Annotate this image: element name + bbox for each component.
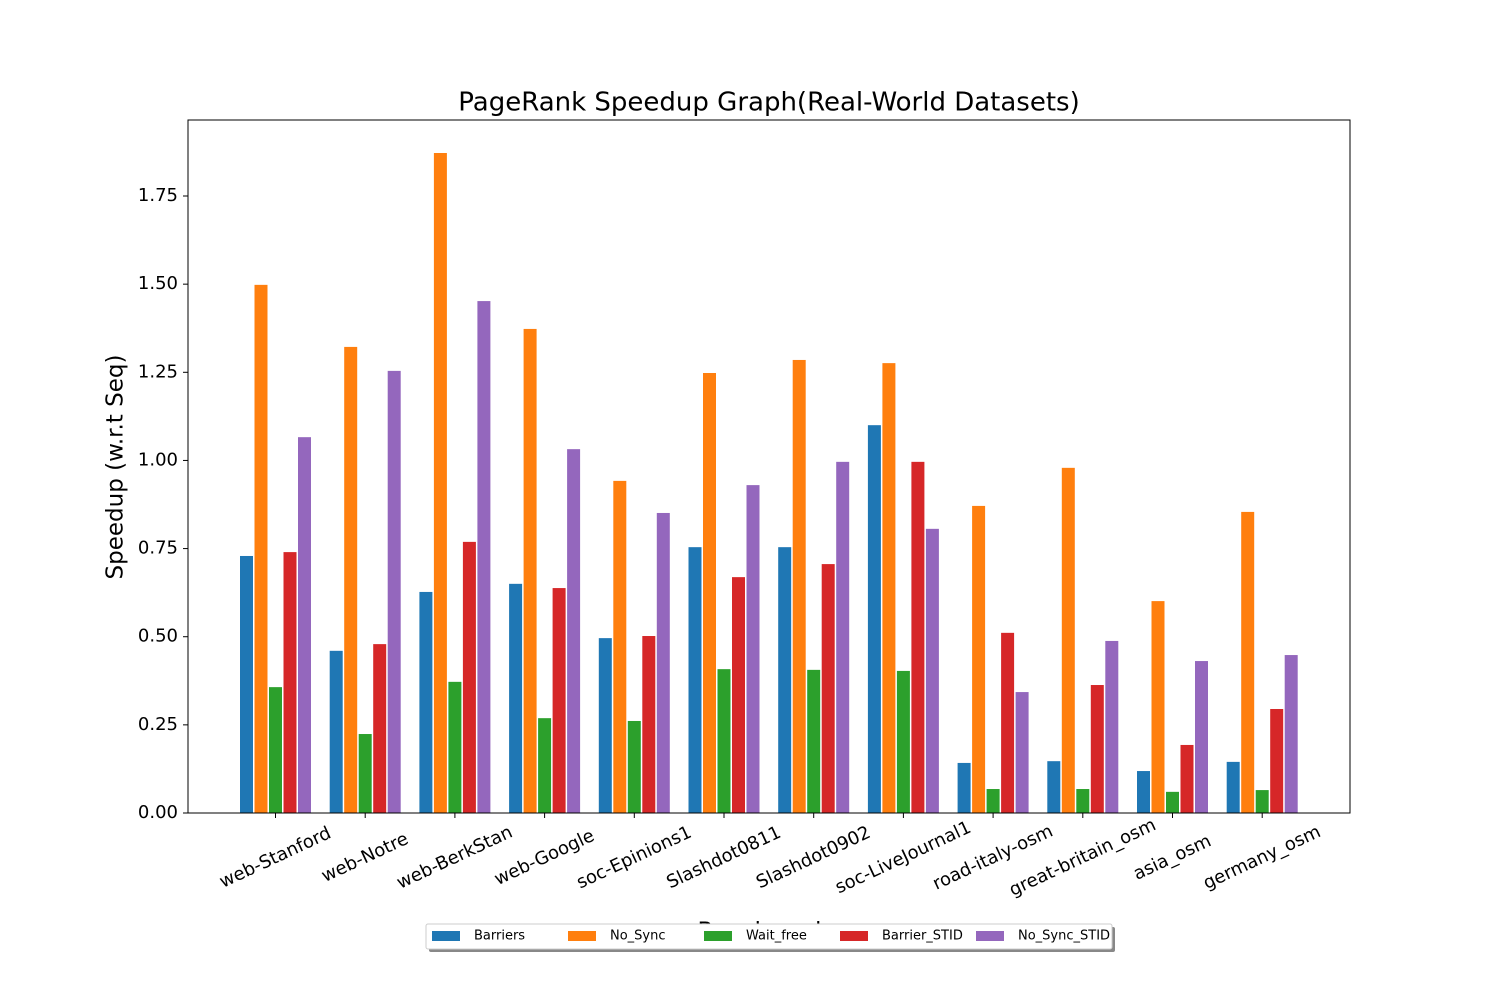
bar (1105, 640, 1119, 813)
legend: Barriers No_Sync Wait_free Barrier_STID No_S… (425, 923, 1115, 952)
y-tick-label: 1.00 (138, 449, 178, 470)
bar (807, 669, 821, 813)
y-tick-label: 0.00 (138, 802, 178, 823)
bar (1047, 761, 1061, 813)
chart-title: PageRank Speedup Graph(Real-World Datase… (458, 88, 1079, 118)
bar (792, 359, 806, 813)
bar (254, 284, 268, 813)
bar (419, 591, 433, 813)
bar (746, 485, 760, 813)
legend-swatch (704, 931, 732, 941)
bar (957, 762, 971, 813)
bar (656, 512, 670, 813)
bar (1195, 661, 1208, 813)
bar (283, 552, 297, 813)
bar (358, 734, 372, 813)
bar (1151, 601, 1165, 813)
bar (1090, 685, 1104, 813)
bar (896, 670, 910, 813)
bar (523, 328, 537, 813)
bar (688, 547, 702, 813)
y-tick-label: 1.50 (138, 273, 178, 294)
bar (373, 644, 387, 813)
bar (925, 528, 939, 813)
bar (1001, 632, 1015, 813)
bar (836, 461, 850, 813)
legend-label: Barriers (474, 929, 525, 944)
bar (986, 789, 1000, 813)
bar (509, 583, 523, 813)
legend-label: No_Sync_STID (1018, 929, 1110, 944)
bar (433, 153, 447, 813)
y-tick-label: 0.50 (138, 626, 178, 647)
bar (778, 547, 792, 813)
bar (972, 505, 986, 813)
bar (703, 373, 716, 813)
bar (1015, 692, 1029, 813)
y-tick-label: 0.75 (138, 538, 178, 559)
bar (298, 437, 311, 813)
legend-label: Wait_free (746, 929, 807, 944)
bar (1137, 771, 1150, 813)
bar (329, 650, 343, 813)
y-tick-label: 0.25 (138, 714, 178, 735)
bar (732, 577, 745, 813)
bar (1180, 744, 1194, 813)
bar (1284, 655, 1298, 813)
bar (882, 363, 896, 813)
plot-frame (187, 119, 1351, 814)
legend-box (425, 923, 1113, 950)
bar (1166, 791, 1179, 813)
bar (538, 718, 552, 813)
y-tick-label: 1.75 (138, 185, 178, 206)
bar (867, 425, 881, 813)
bar (448, 681, 462, 813)
bar (344, 346, 358, 813)
bar (567, 449, 581, 813)
legend-swatch (568, 931, 596, 941)
bar (462, 541, 476, 813)
bar (911, 461, 925, 813)
legend-swatch (432, 931, 460, 941)
bar (1076, 789, 1090, 813)
bar (642, 636, 656, 813)
bar (477, 301, 491, 813)
bar (1226, 761, 1240, 813)
bar (1061, 467, 1075, 813)
legend-swatch (976, 931, 1004, 941)
bar (269, 687, 282, 813)
bar (387, 370, 401, 813)
y-tick-label: 1.25 (138, 361, 178, 382)
bar (240, 555, 253, 813)
bar (1255, 790, 1269, 813)
bar (821, 564, 835, 813)
bar (627, 720, 641, 813)
bar (1241, 511, 1255, 813)
bar (1270, 708, 1284, 813)
bar (552, 588, 566, 813)
bar (717, 669, 731, 813)
legend-swatch (840, 931, 868, 941)
legend-label: No_Sync (610, 929, 666, 944)
legend-label: Barrier_STID (882, 929, 963, 944)
bar (613, 480, 627, 813)
y-axis-label: Speedup (w.r.t Seq) (103, 355, 129, 580)
bar (598, 638, 612, 813)
